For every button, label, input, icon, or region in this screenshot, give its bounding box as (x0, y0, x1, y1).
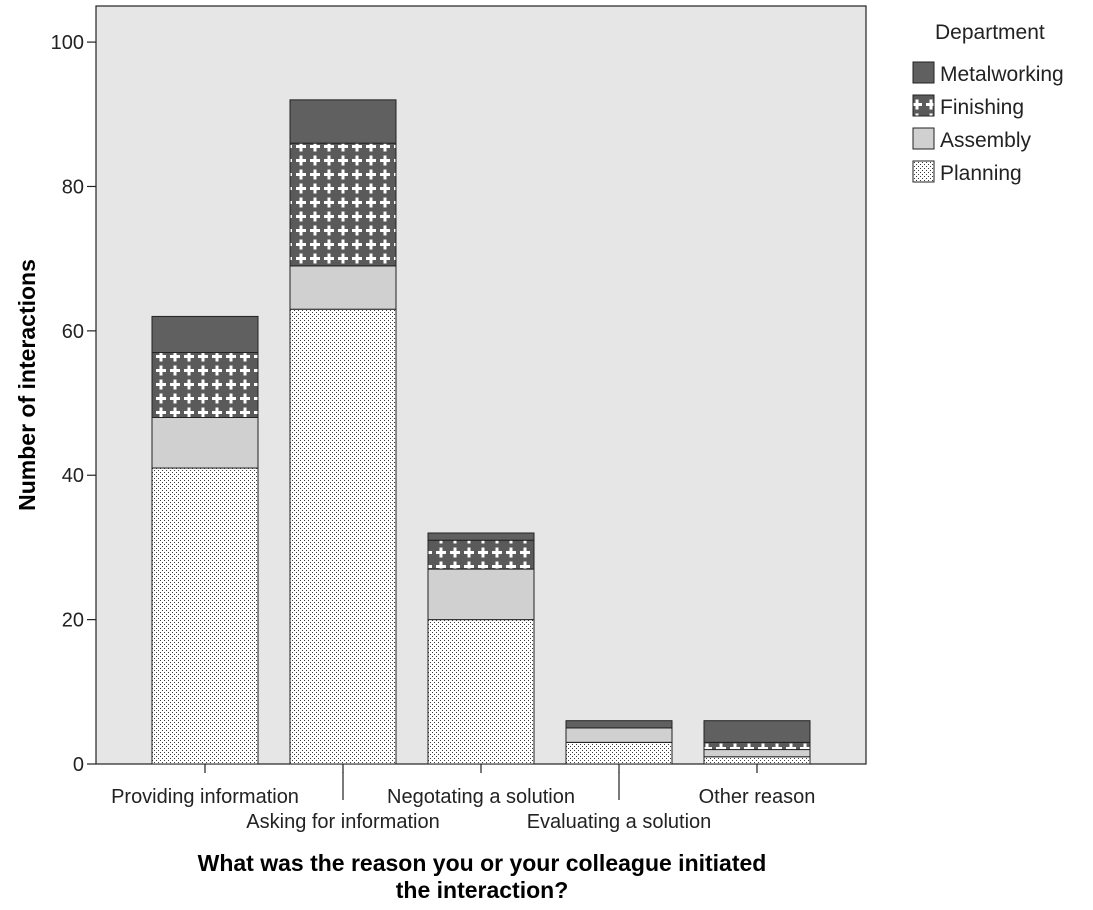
y-tick-label: 0 (73, 754, 84, 776)
y-tick-label: 100 (51, 32, 84, 54)
bar-segment-finishing-5 (703, 741, 811, 751)
bar-segment-finishing-2 (289, 142, 397, 267)
bar-segment-planning-5 (703, 756, 811, 765)
bar-segment-metalworking-1 (151, 315, 259, 354)
bar-segment-assembly-4 (565, 727, 673, 743)
legend-swatch-assembly (912, 127, 935, 150)
legend-label-metalworking: Metalworking (940, 63, 1064, 86)
bar-segment-metalworking-4 (565, 720, 673, 729)
legend-swatch-finishing (912, 94, 935, 117)
legend: Department Metalworking Finishing Assembly… (912, 21, 1064, 185)
bar-segment-metalworking-2 (289, 99, 397, 144)
x-tick-label: Asking for information (246, 811, 439, 833)
x-tick-label: Providing information (111, 786, 299, 808)
bar-segment-planning-2 (289, 308, 397, 765)
legend-swatch-metalworking (912, 61, 935, 84)
y-tick-label: 20 (62, 610, 84, 632)
bar-segment-assembly-5 (703, 749, 811, 758)
legend-label-assembly: Assembly (940, 129, 1032, 152)
y-axis: 0 20 40 60 80 100 (51, 32, 96, 776)
bar-segment-assembly-2 (289, 265, 397, 310)
x-axis-title-line-2: the interaction? (396, 877, 569, 903)
x-tick-label: Other reason (699, 786, 816, 808)
bar-segment-finishing-3 (427, 539, 535, 570)
x-axis: Providing information Asking for informat… (111, 764, 815, 833)
legend-title: Department (935, 21, 1045, 44)
bar-segment-metalworking-3 (427, 532, 535, 541)
y-tick-label: 60 (62, 321, 84, 343)
bar-segment-assembly-1 (151, 416, 259, 469)
bar-segment-planning-1 (151, 467, 259, 765)
y-tick-label: 40 (62, 465, 84, 487)
x-tick-label: Evaluating a solution (527, 811, 712, 833)
x-tick-label: Negotating a solution (387, 786, 575, 808)
bar-segment-metalworking-5 (703, 720, 811, 743)
bar-segment-planning-3 (427, 619, 535, 765)
y-axis-title: Number of interactions (14, 259, 40, 511)
bar-segment-planning-4 (565, 741, 673, 765)
x-axis-title-line-1: What was the reason you or your colleagu… (198, 850, 767, 876)
bar-segment-finishing-1 (151, 352, 259, 418)
bar-segment-assembly-3 (427, 568, 535, 621)
legend-label-planning: Planning (940, 162, 1022, 185)
legend-swatch-planning (912, 160, 935, 183)
legend-label-finishing: Finishing (940, 96, 1024, 119)
y-tick-label: 80 (62, 176, 84, 198)
bars-group (151, 99, 811, 765)
